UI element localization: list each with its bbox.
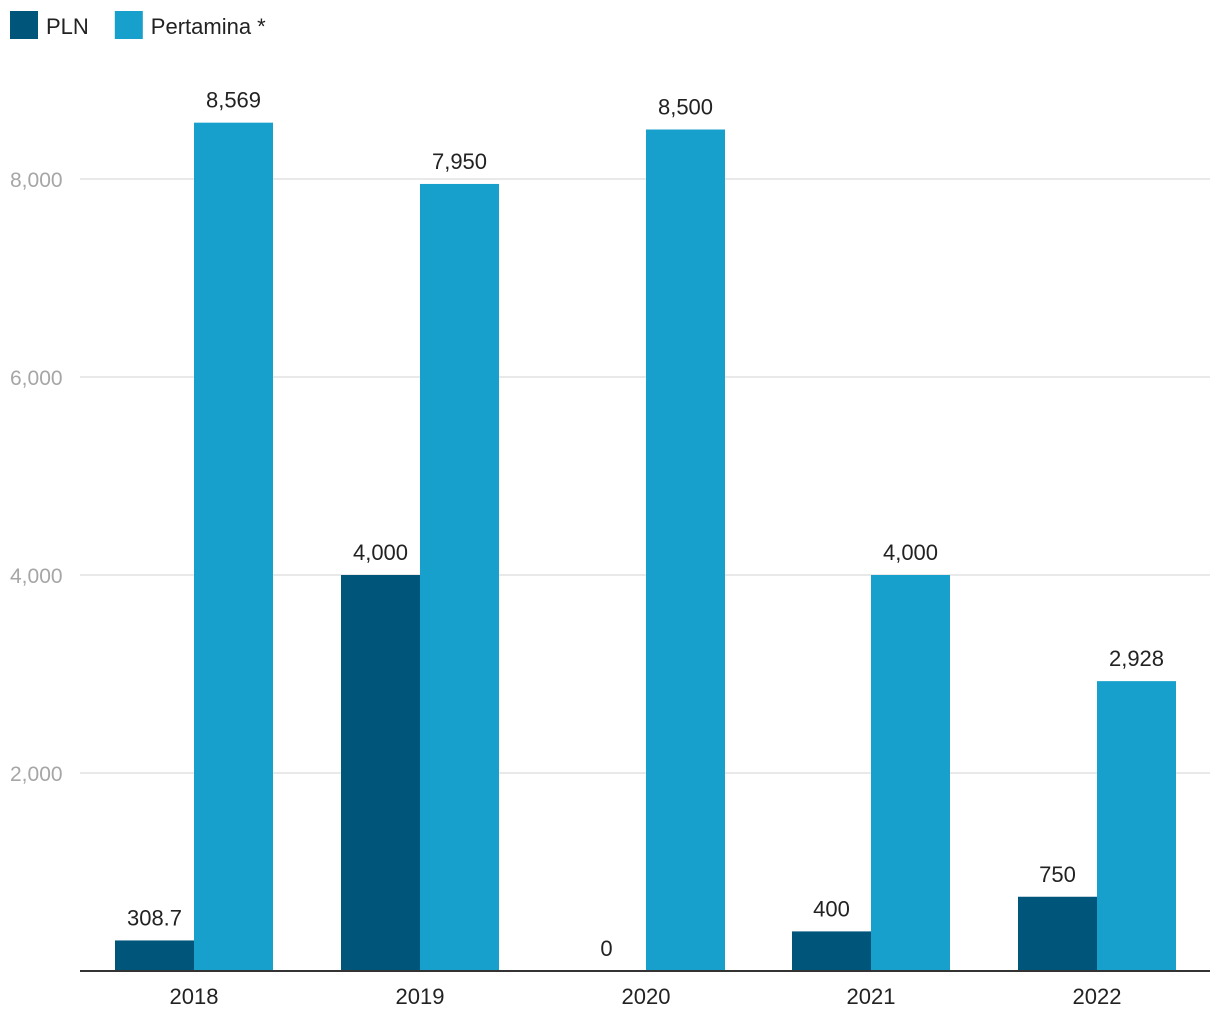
x-tick-label-2022: 2022 [1073,984,1122,1009]
bar-labels: 308.7 8,569 4,000 7,950 0 8,500 400 4,000 750 2,9… [127,88,1164,961]
bar-pertamina-2019 [420,183,499,971]
bar-value-label: 750 [1039,862,1076,887]
legend-label-0: PLN [46,14,89,39]
bars [115,122,1176,971]
x-tick-label-2020: 2020 [622,984,671,1009]
bar-pertamina-2022 [1097,681,1176,971]
y-tick-label-1: 4,000 [10,565,63,588]
bar-pln-2022 [1018,896,1097,971]
y-axis-ticks: 2,000 4,000 6,000 8,000 [10,169,63,786]
bar-pertamina-2018 [194,122,273,971]
legend-swatch-1 [114,11,143,39]
bar-value-label: 8,500 [658,95,713,120]
bar-value-label: 308.7 [127,905,182,930]
legend: PLN Pertamina * [10,11,266,39]
y-tick-label-3: 8,000 [10,169,63,192]
x-tick-label-2021: 2021 [847,984,896,1009]
bar-pertamina-2020 [646,129,725,971]
bar-value-label: 4,000 [883,540,938,565]
x-axis-ticks: 2018 2019 2020 2021 2022 [170,984,1122,1009]
bar-pln-2019 [341,575,420,971]
legend-label-1: Pertamina * [151,14,266,39]
bar-value-label: 0 [600,936,612,961]
y-tick-label-2: 6,000 [10,367,63,390]
x-tick-label-2018: 2018 [170,984,219,1009]
bar-pln-2021 [792,931,871,971]
x-tick-label-2019: 2019 [396,984,445,1009]
bar-pln-2018 [115,940,194,971]
bar-value-label: 8,569 [206,88,261,113]
bar-value-label: 400 [813,896,850,921]
bar-value-label: 2,928 [1109,646,1164,671]
bar-pertamina-2021 [871,575,950,971]
bar-value-label: 7,950 [432,149,487,174]
bar-value-label: 4,000 [353,540,408,565]
y-tick-label-0: 2,000 [10,763,63,786]
legend-swatch-0 [10,11,38,39]
